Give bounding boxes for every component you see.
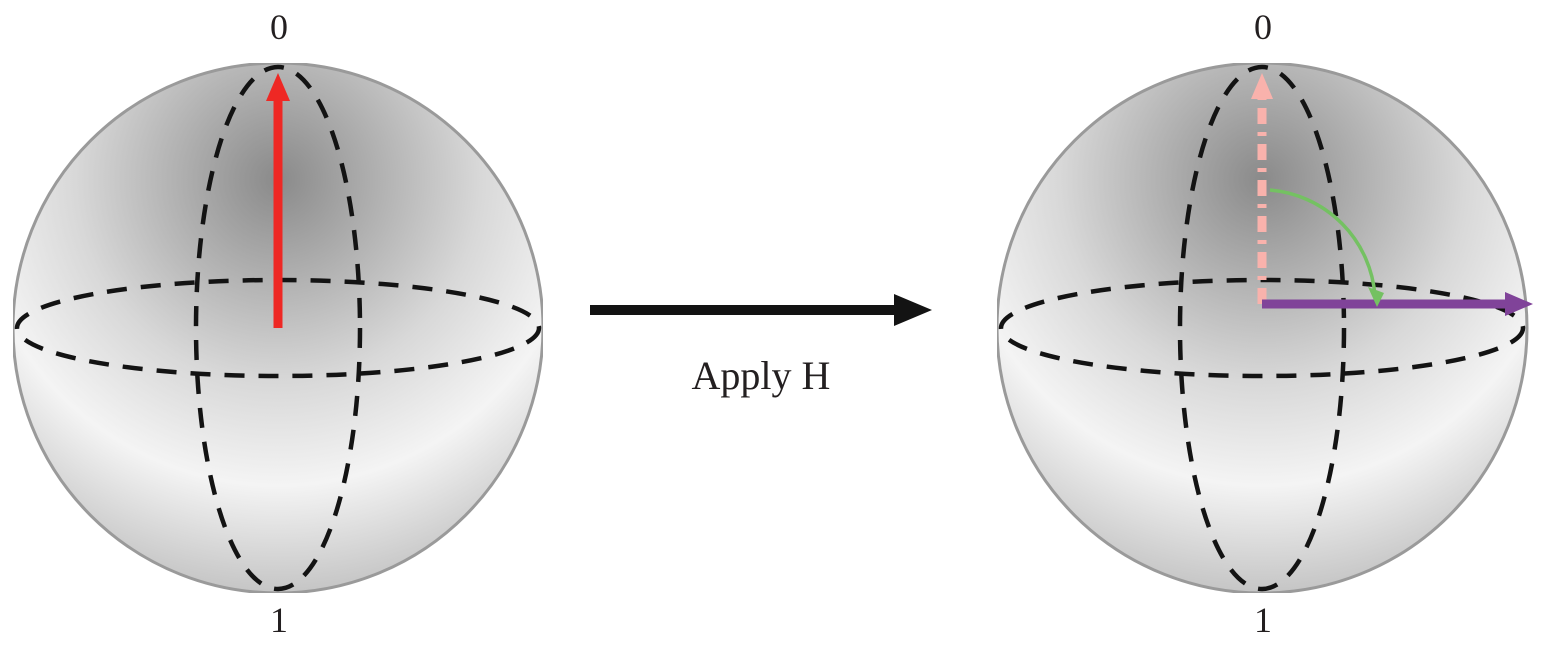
transition-arrow-svg [588, 294, 934, 334]
apply-h-label: Apply H [692, 352, 831, 399]
sphere-left-top-label: 0 [270, 6, 288, 48]
transition-section: Apply H [588, 294, 934, 399]
transition-arrowhead [894, 294, 932, 326]
sphere-right-bottom-label: 1 [1254, 599, 1272, 641]
sphere-right-top-label: 0 [1254, 6, 1272, 48]
bloch-sphere-before [13, 63, 543, 598]
bloch-sphere-after [997, 63, 1535, 598]
sphere-body [997, 63, 1527, 593]
sphere-left-bottom-label: 1 [270, 599, 288, 641]
sphere-right-svg [997, 63, 1535, 593]
sphere-left-svg [13, 63, 543, 593]
bloch-sphere-diagram: 0 1 Apply H [0, 0, 1565, 650]
